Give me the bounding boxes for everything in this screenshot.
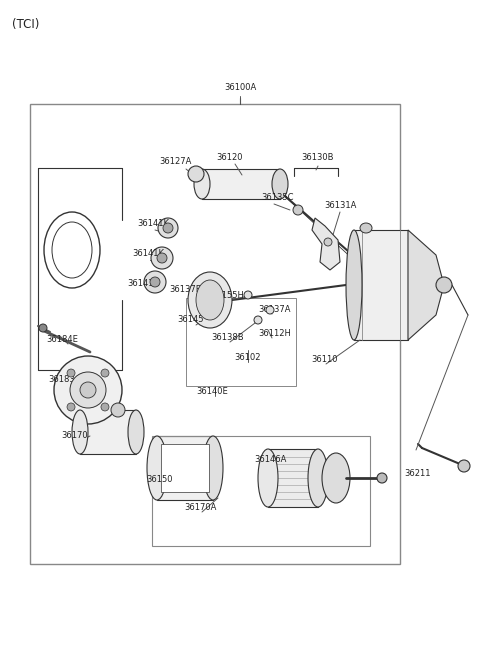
Bar	[161, 444, 209, 492]
Circle shape	[293, 205, 303, 215]
Ellipse shape	[147, 436, 167, 500]
Circle shape	[244, 291, 252, 299]
Circle shape	[39, 324, 47, 332]
Ellipse shape	[258, 449, 278, 507]
Circle shape	[436, 277, 452, 293]
Bar	[354, 230, 408, 340]
Bar	[202, 169, 280, 199]
Ellipse shape	[203, 436, 223, 500]
Text: 36137B: 36137B	[170, 286, 202, 295]
Circle shape	[111, 403, 125, 417]
Text: 36100A: 36100A	[224, 83, 256, 92]
Ellipse shape	[196, 280, 224, 320]
Ellipse shape	[346, 230, 362, 340]
Ellipse shape	[150, 277, 160, 287]
Ellipse shape	[308, 449, 328, 507]
Circle shape	[266, 306, 274, 314]
Text: 36102: 36102	[235, 354, 261, 362]
Bar	[30, 104, 400, 564]
Ellipse shape	[272, 169, 288, 199]
Bar	[268, 449, 318, 507]
Text: 36140E: 36140E	[196, 388, 228, 396]
Circle shape	[377, 473, 387, 483]
Text: 36183: 36183	[48, 375, 75, 384]
Ellipse shape	[128, 410, 144, 454]
Circle shape	[80, 382, 96, 398]
Bar	[186, 298, 296, 386]
Circle shape	[67, 403, 75, 411]
Ellipse shape	[322, 453, 350, 503]
Polygon shape	[312, 218, 340, 270]
Circle shape	[67, 369, 75, 377]
Text: 36141K: 36141K	[127, 280, 159, 288]
Text: 36130B: 36130B	[302, 153, 334, 162]
Ellipse shape	[151, 247, 173, 269]
Ellipse shape	[157, 253, 167, 263]
Text: 36155H: 36155H	[212, 291, 244, 301]
Text: 36146A: 36146A	[254, 455, 286, 464]
Text: 36184E: 36184E	[46, 335, 78, 345]
Text: 36141K: 36141K	[132, 250, 164, 259]
Ellipse shape	[44, 212, 100, 288]
Text: 36211: 36211	[405, 470, 431, 479]
Text: 36170: 36170	[62, 432, 88, 441]
Text: 36112H: 36112H	[259, 329, 291, 339]
Text: 36120: 36120	[217, 153, 243, 162]
Circle shape	[101, 403, 109, 411]
Circle shape	[101, 369, 109, 377]
Polygon shape	[408, 230, 444, 340]
Bar	[157, 436, 213, 500]
Circle shape	[54, 356, 122, 424]
Text: 36141K: 36141K	[137, 219, 169, 229]
Text: 36110: 36110	[312, 356, 338, 364]
Ellipse shape	[144, 271, 166, 293]
Text: 36150: 36150	[147, 476, 173, 485]
Bar	[152, 436, 370, 546]
Ellipse shape	[163, 223, 173, 233]
Circle shape	[254, 316, 262, 324]
Text: 36137A: 36137A	[259, 305, 291, 314]
Bar	[80, 410, 136, 454]
Circle shape	[324, 238, 332, 246]
Text: 36127A: 36127A	[159, 157, 191, 166]
Circle shape	[70, 372, 106, 408]
Text: 36170A: 36170A	[184, 504, 216, 512]
Ellipse shape	[360, 223, 372, 233]
Ellipse shape	[188, 166, 204, 182]
Ellipse shape	[72, 410, 88, 454]
Text: 36139: 36139	[52, 244, 78, 252]
Text: 36131A: 36131A	[324, 202, 356, 210]
Text: 36145: 36145	[178, 316, 204, 324]
Text: (TCI): (TCI)	[12, 18, 39, 31]
Ellipse shape	[158, 218, 178, 238]
Ellipse shape	[188, 272, 232, 328]
Ellipse shape	[194, 169, 210, 199]
Circle shape	[458, 460, 470, 472]
Text: 36138B: 36138B	[212, 333, 244, 343]
Ellipse shape	[52, 222, 92, 278]
Text: 36135C: 36135C	[262, 193, 294, 202]
